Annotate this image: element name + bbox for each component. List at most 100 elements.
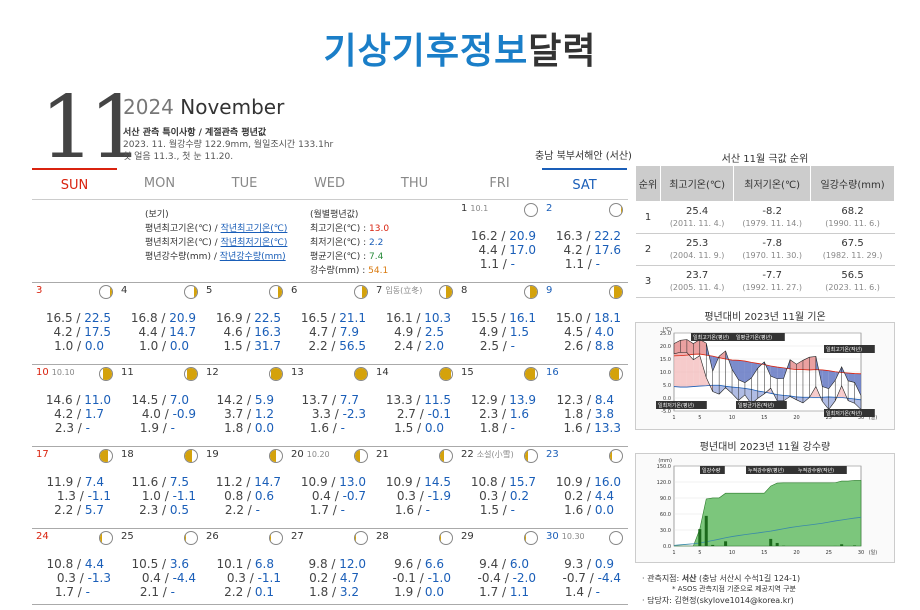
- day-cell[interactable]: 9 15.0 / 18.1 4.5 / 4.0 2.6 / 8.8: [542, 282, 627, 364]
- day-cell[interactable]: 19 11.2 / 14.7 0.8 / 0.6 2.2 / -: [202, 446, 287, 528]
- last-year-value: 14.5: [424, 475, 451, 489]
- value-row: 1.8 / 3.8: [564, 407, 614, 421]
- day-cell[interactable]: 25 10.5 / 3.6 0.4 / -4.4 2.1 / -: [117, 528, 202, 610]
- last-year-value: 2.0: [424, 339, 444, 353]
- day-cell[interactable]: 28 9.6 / 6.6 -0.1 / -1.0 1.9 / 0.0: [372, 528, 457, 610]
- day-cell[interactable]: 23 10.9 / 16.0 0.2 / 4.4 1.6 / 0.0: [542, 446, 627, 528]
- moon-phase-icon: [269, 449, 283, 463]
- day-cell[interactable]: 11 14.5 / 7.0 4.0 / -0.9 1.9 / -: [117, 364, 202, 446]
- last-year-value: -4.4: [172, 571, 196, 585]
- value-row: 0.3 / -1.9: [396, 489, 451, 503]
- temp-anomaly-band: [796, 360, 803, 370]
- value-row: 4.4 / 14.7: [138, 325, 196, 339]
- day-cell[interactable]: 21 10.9 / 14.5 0.3 / -1.9 1.6 / -: [372, 446, 457, 528]
- day-cell[interactable]: 27 9.8 / 12.0 0.2 / 4.7 1.8 / 3.2: [287, 528, 372, 610]
- value-row: 10.9 / 13.0: [300, 475, 366, 489]
- temp-anomaly-band: [848, 398, 855, 404]
- value-row: 1.7 / 1.1: [479, 585, 529, 599]
- temp-anomaly-band: [822, 369, 829, 389]
- day-cell[interactable]: 16 12.3 / 8.4 1.8 / 3.8 1.6 / 13.3: [542, 364, 627, 446]
- value-row: 1.1 / -: [479, 257, 515, 271]
- day-cell[interactable]: 15 12.9 / 13.9 2.3 / 1.6 1.8 / -: [457, 364, 542, 446]
- value-row: 16.1 / 10.3: [385, 311, 451, 325]
- day-cell[interactable]: 8 15.5 / 16.1 4.9 / 1.5 2.5 / -: [457, 282, 542, 364]
- row-divider: [32, 364, 628, 365]
- day-cell[interactable]: 24 10.8 / 4.4 0.3 / -1.3 1.7 / -: [32, 528, 117, 610]
- day-number: 20 10.20: [291, 449, 330, 460]
- day-cell[interactable]: 22 소설(小雪) 10.8 / 15.7 0.3 / 0.2 1.5 / -: [457, 446, 542, 528]
- day-cell[interactable]: 6 16.5 / 21.1 4.7 / 7.9 2.2 / 56.5: [287, 282, 372, 364]
- y-axis-label: (℃): [662, 327, 672, 333]
- value-row: 2.2 / 0.1: [224, 585, 274, 599]
- series-lastyear-min: [673, 351, 862, 410]
- value-row: 0.4 / -0.7: [311, 489, 366, 503]
- value-row: 10.9 / 14.5: [385, 475, 451, 489]
- value-row: 2.3 / 0.5: [139, 503, 189, 517]
- x-tick-label: 5: [698, 415, 701, 421]
- day-number: 23: [546, 449, 559, 460]
- temp-anomaly-band: [706, 377, 713, 392]
- day-cell[interactable]: 17 11.9 / 7.4 1.3 / -1.1 2.2 / 5.7: [32, 446, 117, 528]
- temp-anomaly-band: [732, 387, 739, 401]
- last-year-value: 56.5: [339, 339, 366, 353]
- day-number: 13: [291, 367, 304, 378]
- value-row: 10.9 / 16.0: [555, 475, 621, 489]
- y-tick-label: 60.0: [660, 512, 671, 518]
- day-cell[interactable]: 12 14.2 / 5.9 3.7 / 1.2 1.8 / 0.0: [202, 364, 287, 446]
- month-name: November: [180, 95, 285, 119]
- last-year-value: 18.1: [594, 311, 621, 325]
- moon-phase-icon: [439, 285, 453, 299]
- day-cell[interactable]: 7 입동(立冬) 16.1 / 10.3 4.9 / 2.5 2.4 / 2.0: [372, 282, 457, 364]
- weekday-sun: SUN: [32, 168, 117, 200]
- legend-line: 평년최저기온(℃) /: [145, 238, 221, 248]
- day-values: 10.9 / 13.0 0.4 / -0.7 1.7 / -: [287, 475, 366, 517]
- moon-phase-icon: [269, 367, 283, 381]
- day-cell[interactable]: 10 10.10 14.6 / 11.0 4.2 / 1.7 2.3 / -: [32, 364, 117, 446]
- day-cell[interactable]: 4 16.8 / 20.9 4.4 / 14.7 1.0 / 0.0: [117, 282, 202, 364]
- page-title: 기상기후정보달력: [0, 22, 920, 74]
- series-label: 일최저기온(작년): [826, 410, 862, 417]
- rank-col-header: 일강수량(mm): [810, 165, 895, 202]
- last-year-value: -1.1: [87, 489, 111, 503]
- y-tick-label: 5.0: [663, 383, 671, 389]
- day-cell[interactable]: 1 10.1 16.2 / 20.9 4.4 / 17.0 1.1 / -: [457, 200, 542, 282]
- last-year-value: -1.1: [172, 489, 196, 503]
- day-cell[interactable]: 14 13.3 / 11.5 2.7 / -0.1 1.5 / 0.0: [372, 364, 457, 446]
- weekday-thu: THU: [400, 176, 429, 191]
- moon-phase-icon: [609, 449, 623, 463]
- moon-phase-icon: [354, 367, 368, 381]
- daily-precip-bar: [698, 529, 702, 546]
- day-cell[interactable]: 2 16.3 / 22.2 4.2 / 17.6 1.1 / -: [542, 200, 627, 282]
- day-cell[interactable]: 30 10.30 9.3 / 0.9 -0.7 / -4.4 1.4 / -: [542, 528, 627, 610]
- series-label-box: [746, 466, 797, 474]
- temp-anomaly-band: [757, 390, 765, 399]
- last-year-value: 0.0: [254, 421, 274, 435]
- value-row: 0.2 / 4.7: [309, 571, 359, 585]
- x-axis-label: (일): [869, 549, 878, 556]
- last-year-value: 16.0: [594, 475, 621, 489]
- moon-phase-icon: [99, 531, 113, 545]
- day-cell[interactable]: 20 10.20 10.9 / 13.0 0.4 / -0.7 1.7 / -: [287, 446, 372, 528]
- last-year-value: 22.5: [254, 311, 281, 325]
- footer: · 관측지점: 서산 (충남 서산시 수석1길 124-1) * ASOS 관측…: [642, 574, 801, 605]
- day-values: 10.1 / 6.8 0.3 / -1.1 2.2 / 0.1: [202, 557, 281, 599]
- series-label-box: [734, 333, 785, 341]
- day-cell[interactable]: 13 13.7 / 7.7 3.3 / -2.3 1.6 / -: [287, 364, 372, 446]
- value-row: 3.3 / -2.3: [311, 407, 366, 421]
- day-cell[interactable]: 29 9.4 / 6.0 -0.4 / -2.0 1.7 / 1.1: [457, 528, 542, 610]
- day-cell[interactable]: 18 11.6 / 7.5 1.0 / -1.1 2.3 / 0.5: [117, 446, 202, 528]
- temp-anomaly-band: [738, 360, 745, 383]
- rank-value: 68.2 (1990. 11. 6.): [810, 201, 895, 234]
- day-cell[interactable]: 5 16.9 / 22.5 4.6 / 16.3 1.5 / 31.7: [202, 282, 287, 364]
- value-row: 1.5 / -: [479, 503, 515, 517]
- last-year-value: 14.7: [169, 325, 196, 339]
- y-tick-label: -5.0: [661, 409, 671, 415]
- last-year-value: 4.4: [84, 557, 104, 571]
- day-cell[interactable]: 26 10.1 / 6.8 0.3 / -1.1 2.2 / 0.1: [202, 528, 287, 610]
- day-cell[interactable]: 3 16.5 / 22.5 4.2 / 17.5 1.0 / 0.0: [32, 282, 117, 364]
- day-values: 15.5 / 16.1 4.9 / 1.5 2.5 / -: [457, 311, 536, 353]
- last-year-value: 0.0: [169, 339, 189, 353]
- info-line-1: 2023. 11. 월강수량 122.9mm, 월일조시간 133.1hr: [123, 140, 334, 150]
- footer-station-label: 관측지점:: [647, 574, 682, 583]
- y-tick-label: 25.0: [660, 331, 671, 337]
